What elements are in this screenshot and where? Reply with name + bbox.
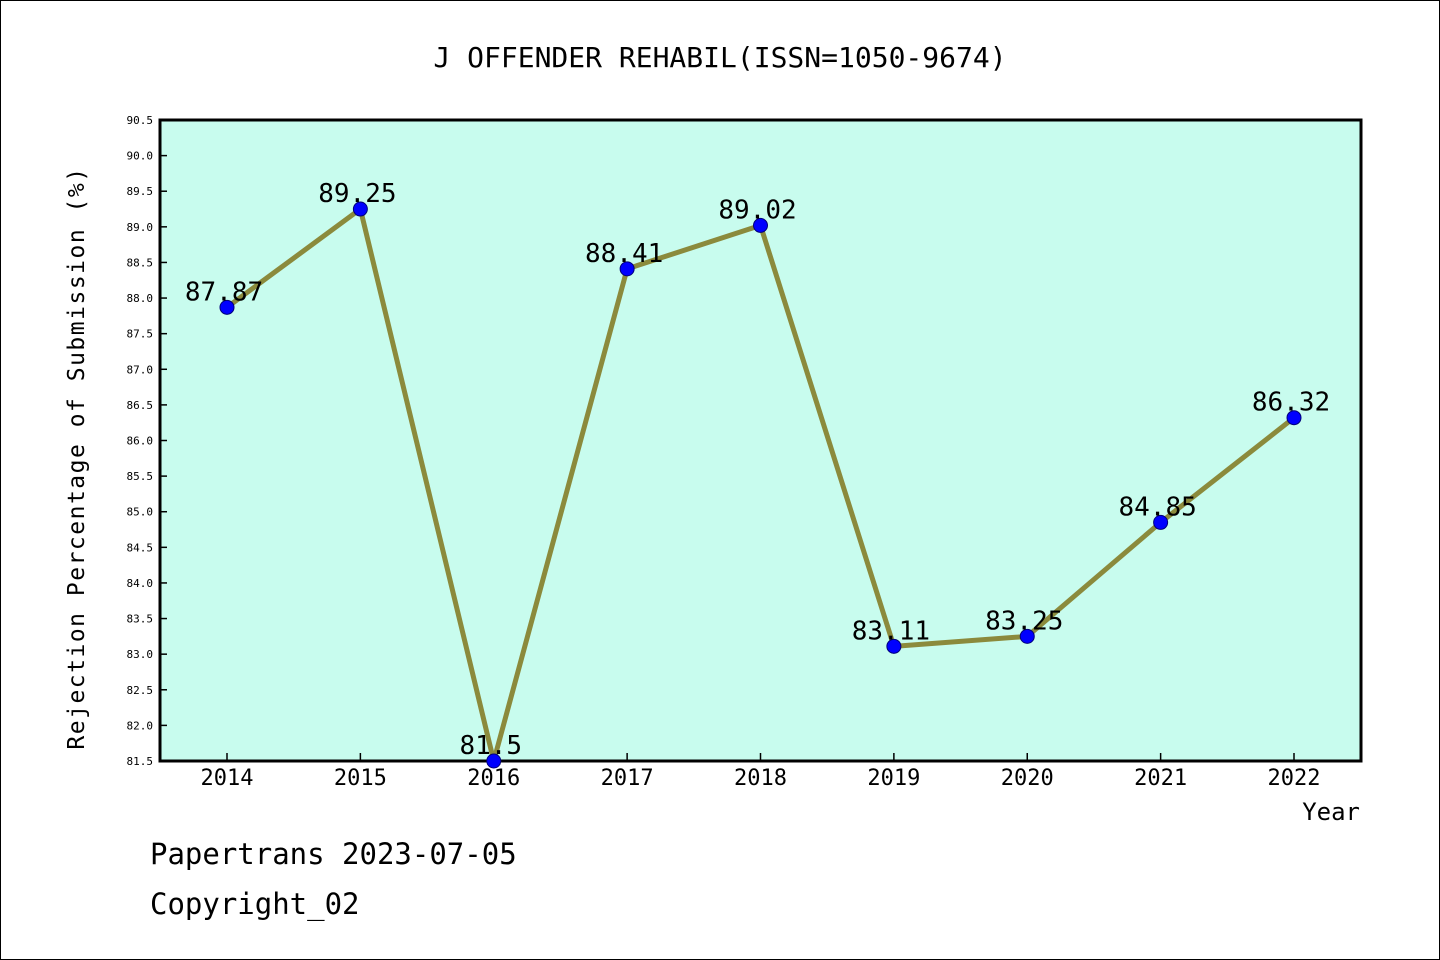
y-tick-label: 83.5 (127, 613, 154, 626)
x-tick-label: 2019 (867, 766, 920, 791)
footer-copyright: Copyright_02 (150, 887, 360, 922)
data-point (219, 299, 235, 315)
y-tick-label: 82.5 (127, 684, 154, 697)
data-label: 86.32 (1252, 388, 1330, 418)
footer-date: Papertrans 2023-07-05 (150, 837, 517, 871)
data-points (219, 201, 1302, 769)
y-tick-label: 84.5 (127, 541, 154, 554)
data-point (486, 753, 502, 769)
x-tick-label: 2015 (334, 766, 387, 791)
data-label: 89.02 (718, 195, 796, 225)
y-tick-label: 90.0 (127, 150, 154, 163)
y-tick-label: 90.5 (127, 114, 154, 127)
y-tick-label: 88.0 (127, 292, 154, 305)
data-label: 89.25 (318, 179, 396, 209)
y-tick-label: 82.0 (127, 719, 154, 732)
data-point (1153, 514, 1169, 530)
x-axis-ticks: 2014 2015 2016 2017 2018 2019 2020 2021 2022 (201, 753, 1321, 791)
data-point (753, 217, 768, 233)
y-axis-ticks: 81.5 82.0 82.5 83.0 83.5 84.0 84.5 85.0 85.5 86.0… (127, 114, 167, 768)
y-tick-label: 89.0 (127, 221, 154, 234)
chart-title: J OFFENDER REHABIL(ISSN=1050-9674) (433, 41, 1006, 74)
data-labels: 87.87 89.25 81.5 88.41 89.02 83.11 83.25 84.85 8… (185, 179, 1330, 761)
y-tick-label: 85.0 (127, 506, 154, 519)
data-label: 83.25 (985, 606, 1063, 636)
y-tick-label: 86.0 (127, 435, 154, 448)
y-tick-label: 89.5 (127, 185, 154, 198)
x-tick-label: 2020 (1001, 766, 1054, 791)
x-tick-label: 2017 (601, 766, 654, 791)
x-tick-label: 2018 (734, 766, 787, 791)
x-tick-label: 2022 (1268, 766, 1321, 791)
y-tick-label: 87.0 (127, 363, 154, 376)
y-tick-label: 81.5 (127, 755, 154, 768)
data-point (352, 201, 368, 217)
y-tick-label: 83.0 (127, 648, 154, 661)
y-axis-label: Rejection Percentage of Submission (%) (64, 166, 90, 749)
x-tick-label: 2016 (467, 766, 520, 791)
x-tick-label: 2014 (201, 766, 254, 791)
data-label: 88.41 (585, 239, 663, 269)
x-tick-label: 2021 (1134, 766, 1187, 791)
data-point (1286, 410, 1302, 426)
y-tick-label: 87.5 (127, 328, 154, 341)
data-label: 83.11 (852, 616, 930, 646)
data-point (1019, 628, 1035, 644)
data-label: 84.85 (1118, 492, 1196, 522)
data-label: 81.5 (459, 731, 522, 761)
y-tick-label: 86.5 (127, 399, 154, 412)
y-tick-label: 85.5 (127, 470, 154, 483)
x-axis-label: Year (1302, 798, 1360, 826)
y-tick-label: 84.0 (127, 577, 154, 590)
data-point (886, 638, 902, 654)
data-label: 87.87 (185, 277, 263, 307)
data-point (619, 261, 635, 277)
y-tick-label: 88.5 (127, 256, 154, 269)
